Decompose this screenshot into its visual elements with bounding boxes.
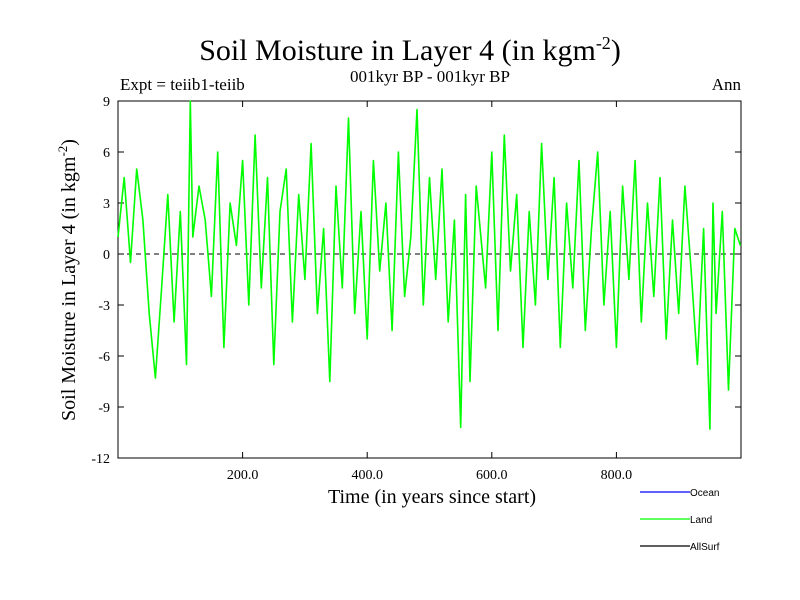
y-tick-label: 3: [103, 197, 110, 212]
y-tick-label: -9: [98, 401, 110, 416]
y-axis-label: Soil Moisture in Layer 4 (in kgm-2): [55, 139, 80, 421]
x-tick-label: 800.0: [601, 468, 633, 483]
y-tick-label: -6: [98, 350, 110, 365]
x-axis-ticks: 200.0 400.0 600.0 800.0: [227, 101, 632, 483]
x-tick-label: 200.0: [227, 468, 259, 483]
legend-label-allsurf: AllSurf: [690, 542, 720, 553]
season-label: Ann: [712, 75, 742, 94]
plot-frame: [117, 100, 742, 459]
y-axis-ticks: 9 6 3 0 -3 -6 -9 -12: [91, 95, 741, 467]
legend-label-ocean: Ocean: [690, 488, 719, 499]
y-tick-label: 6: [103, 146, 110, 161]
series-line-land: [117, 100, 742, 430]
series-layer: [117, 100, 742, 430]
y-tick-label: 0: [103, 248, 110, 263]
x-tick-label: 600.0: [476, 468, 508, 483]
x-axis-label: Time (in years since start): [328, 486, 536, 508]
chart-subtitle: 001kyr BP - 001kyr BP: [350, 67, 510, 86]
legend: Ocean Land AllSurf: [640, 488, 720, 553]
experiment-label: Expt = teiib1-teiib: [120, 75, 245, 94]
y-tick-label: -3: [98, 299, 110, 314]
legend-label-land: Land: [690, 515, 712, 526]
y-tick-label: -12: [91, 452, 110, 467]
y-tick-label: 9: [103, 95, 110, 110]
x-tick-label: 400.0: [351, 468, 383, 483]
chart-title: Soil Moisture in Layer 4 (in kgm-2): [199, 33, 621, 67]
